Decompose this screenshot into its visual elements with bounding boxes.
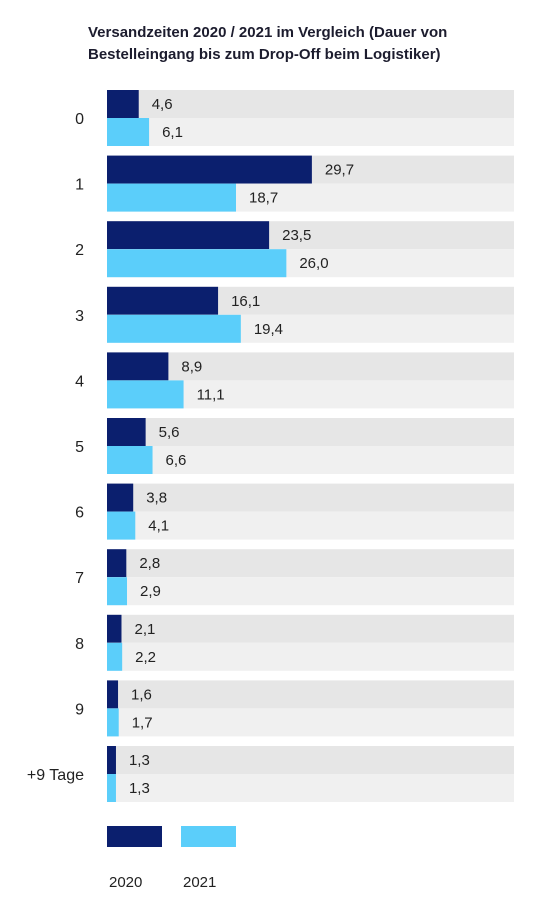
data-label-2021: 2,2 [135, 649, 156, 666]
data-label-2021: 11,1 [197, 386, 225, 403]
bar-2021 [107, 774, 116, 802]
category-label: 7 [75, 570, 84, 587]
category-label: 0 [75, 111, 84, 128]
data-label-2020: 1,3 [129, 752, 150, 769]
bar-2020 [107, 286, 219, 315]
data-label-2021: 18,7 [249, 190, 278, 207]
background-bar [107, 352, 514, 381]
category-label: 4 [75, 373, 84, 390]
data-label-2020: 8,9 [181, 358, 202, 375]
bar-2021 [107, 642, 123, 671]
background-bar [107, 118, 514, 146]
bar-2021 [107, 380, 184, 409]
legend-swatch-2020 [107, 826, 162, 847]
background-bar [107, 549, 514, 578]
bar-2021 [107, 511, 136, 540]
background-bar [107, 614, 514, 643]
background-bar [107, 708, 514, 737]
category-label: +9 Tage [27, 767, 84, 784]
chart-title: Versandzeiten 2020 / 2021 im Vergleich (… [88, 24, 448, 63]
bar-2020 [107, 614, 122, 643]
data-label-2021: 6,6 [166, 452, 187, 469]
legend-label-2021: 2021 [183, 874, 216, 891]
data-label-2020: 3,8 [146, 490, 167, 507]
background-bar [107, 577, 514, 606]
bar-2021 [107, 314, 241, 343]
bar-2020 [107, 418, 146, 446]
bar-2020 [107, 90, 139, 118]
category-label: 6 [75, 505, 84, 522]
data-label-2021: 1,3 [129, 780, 150, 797]
category-label: 9 [75, 701, 84, 718]
bar-2021 [107, 708, 119, 737]
background-bar [107, 511, 514, 540]
data-label-2021: 19,4 [254, 321, 283, 338]
data-label-2020: 4,6 [152, 96, 173, 113]
category-label: 2 [75, 242, 84, 259]
bar-2020 [107, 746, 116, 774]
background-bar [107, 483, 514, 512]
background-bar [107, 446, 514, 474]
data-label-2020: 1,6 [131, 686, 152, 703]
data-label-2020: 5,6 [159, 424, 180, 441]
background-bar [107, 774, 514, 802]
data-label-2021: 6,1 [162, 124, 183, 141]
bar-2021 [107, 577, 128, 606]
data-label-2020: 29,7 [325, 162, 354, 179]
bar-2020 [107, 352, 169, 381]
bar-2021 [107, 118, 150, 146]
bar-2021 [107, 183, 236, 212]
background-bar [107, 746, 514, 774]
bar-2020 [107, 155, 312, 184]
bar-2020 [107, 680, 119, 709]
data-label-2021: 2,9 [140, 583, 161, 600]
bar-2021 [107, 249, 287, 278]
background-bar [107, 418, 514, 446]
data-label-2020: 16,1 [231, 293, 260, 310]
bar-2020 [107, 483, 134, 512]
category-label: 8 [75, 636, 84, 653]
data-label-2020: 2,8 [139, 555, 160, 572]
background-bar [107, 680, 514, 709]
background-bar [107, 642, 514, 671]
legend-swatch-2021 [181, 826, 236, 847]
bar-2020 [107, 221, 270, 250]
legend-label-2020: 2020 [109, 874, 142, 891]
data-label-2021: 26,0 [299, 255, 328, 272]
data-label-2020: 23,5 [282, 227, 311, 244]
data-label-2020: 2,1 [134, 621, 155, 638]
data-label-2021: 4,1 [148, 518, 169, 535]
category-label: 1 [75, 177, 84, 194]
category-label: 5 [75, 439, 84, 456]
data-label-2021: 1,7 [132, 714, 153, 731]
background-bar [107, 90, 514, 118]
category-label: 3 [75, 308, 84, 325]
bar-2021 [107, 446, 153, 474]
bar-2020 [107, 549, 127, 578]
